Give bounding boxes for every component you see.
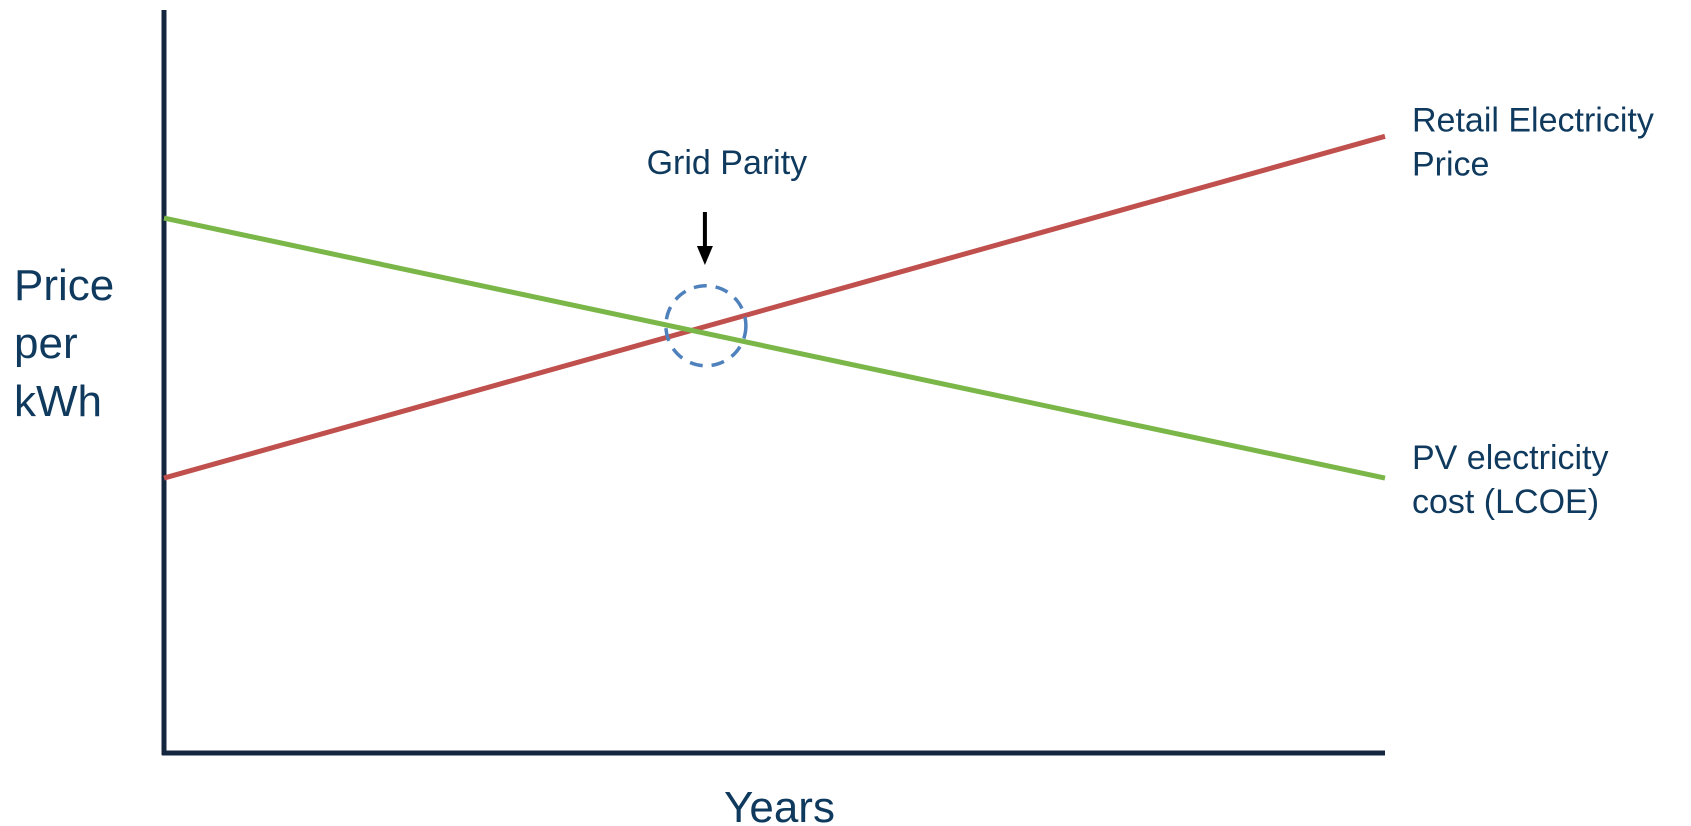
x-axis-label: Years <box>724 783 835 826</box>
y-axis-label-line-0: Price <box>14 261 114 310</box>
grid-parity-dashed-circle <box>664 284 748 368</box>
down-arrow-icon <box>696 246 713 265</box>
series-label-1-line-1: cost (LCOE) <box>1412 483 1599 521</box>
series-line-1 <box>163 215 1386 481</box>
y-axis-label-line-1: per <box>14 319 78 368</box>
y-axis-label-line-2: kWh <box>14 377 102 426</box>
series-line-0 <box>163 133 1386 481</box>
series-label-0-line-1: Price <box>1412 145 1489 183</box>
series-label-0-line-0: Retail Electricity <box>1412 101 1654 139</box>
series-label-1-line-0: PV electricity <box>1412 439 1609 477</box>
grid-parity-label: Grid Parity <box>647 144 808 182</box>
